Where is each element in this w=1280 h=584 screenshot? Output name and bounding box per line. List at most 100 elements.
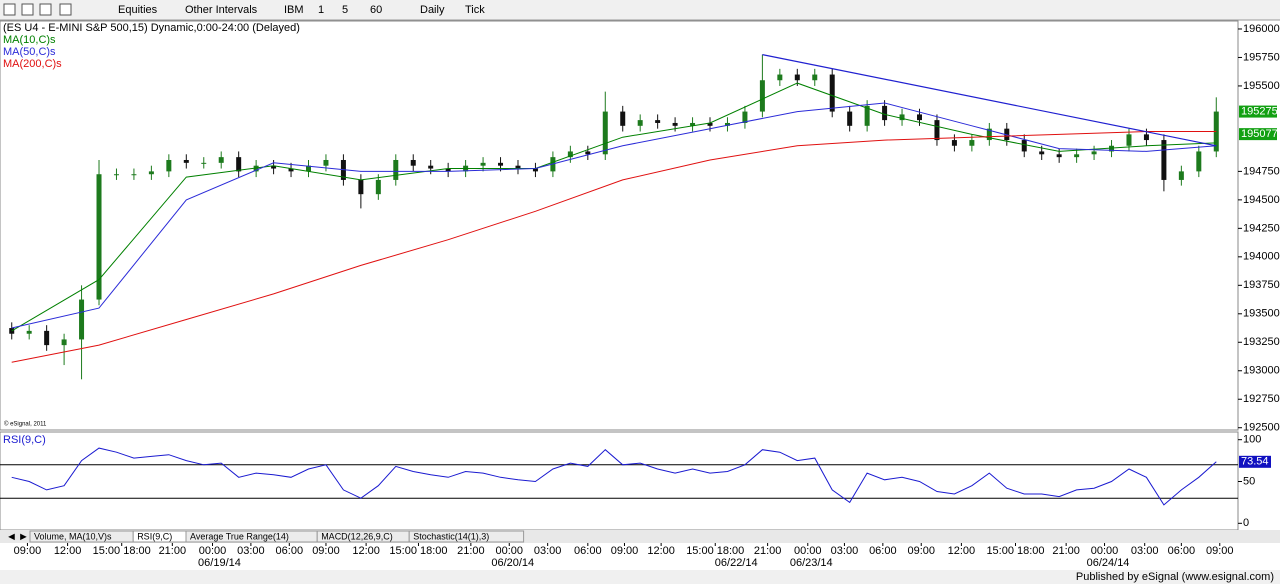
toolbar-item[interactable]: Daily [420, 4, 445, 16]
candle-body [1021, 140, 1027, 152]
y-tick-label: 194750 [1243, 165, 1280, 177]
candle-body [899, 114, 905, 121]
toolbar-item[interactable]: Tick [465, 4, 485, 16]
candle-body [532, 168, 538, 172]
date-label: 06/22/14 [715, 557, 758, 569]
copyright: © eSignal, 2011 [4, 421, 47, 428]
x-tick-label: 15:00 18:00 [686, 545, 744, 557]
moving-average [11, 131, 1217, 363]
price-tag-label: 195275 [1241, 105, 1278, 117]
candle-body [201, 162, 207, 164]
chart-title: (ES U4 - E-MINI S&P 500,15) Dynamic,0:00… [3, 22, 300, 34]
indicator-tab-label[interactable]: Volume, MA(10,V)s [34, 531, 112, 541]
rsi-line [11, 447, 1217, 506]
x-tick-label: 09:00 [14, 545, 42, 557]
x-tick-label: 15:00 18:00 [389, 545, 447, 557]
legend-entry: MA(10,C)s [3, 34, 56, 46]
legend-entry: MA(200,C)s [3, 58, 62, 70]
candle-body [306, 165, 311, 172]
candle-body [1074, 154, 1080, 158]
x-tick-label: 09:00 [312, 545, 340, 557]
candle-body [1178, 171, 1184, 180]
toolbar-item[interactable]: IBM [284, 4, 304, 16]
candle-body [323, 159, 329, 166]
y-tick-label: 192500 [1243, 422, 1280, 434]
candle-body [655, 120, 661, 123]
x-tick-label: 06:00 [276, 545, 304, 557]
candle-body [637, 120, 643, 126]
candle-body [358, 179, 364, 195]
toolbar-icon[interactable] [59, 3, 72, 16]
price-tag-label: 195077 [1241, 128, 1278, 140]
candle-body [672, 122, 678, 126]
candle-body [724, 122, 730, 126]
candle-body [812, 74, 818, 81]
x-tick-label: 15:00 18:00 [93, 545, 151, 557]
scroll-left[interactable]: ◄ [6, 531, 17, 543]
y-tick-label: 192750 [1243, 393, 1280, 405]
candle-body [236, 157, 242, 172]
candle-body [515, 165, 521, 169]
scroll-right[interactable]: ► [18, 531, 29, 543]
moving-average [11, 102, 1217, 329]
candle-body [1039, 151, 1045, 155]
candle-body [1143, 134, 1149, 141]
x-tick-label: 12:00 [54, 545, 82, 557]
x-tick-label: 21:00 [754, 545, 782, 557]
candle-body [847, 111, 853, 126]
y-tick-label: 193500 [1243, 308, 1280, 320]
y-tick-label: 194250 [1243, 222, 1280, 234]
candle-body [410, 159, 416, 166]
indicator-tab-label[interactable]: MACD(12,26,9,C) [321, 531, 393, 541]
price-panel [0, 20, 1239, 431]
y-tick-label: 196000 [1243, 23, 1280, 35]
candle-body [794, 74, 800, 81]
toolbar-item[interactable]: Equities [118, 4, 158, 16]
x-tick-label: 15:00 18:00 [986, 545, 1044, 557]
date-label: 06/19/14 [198, 557, 241, 569]
candle-body [986, 128, 992, 141]
x-tick-label: 12:00 [647, 545, 675, 557]
x-tick-label: 00:00 [199, 545, 227, 557]
candle-body [148, 171, 154, 175]
x-tick-label: 21:00 [159, 545, 187, 557]
y-tick-label: 194500 [1243, 194, 1280, 206]
x-tick-label: 00:00 [495, 545, 523, 557]
toolbar [0, 0, 1280, 20]
indicator-tab[interactable] [408, 530, 525, 543]
x-tick-label: 21:00 [457, 545, 485, 557]
candle-body [1004, 128, 1010, 141]
rsi-tag [1239, 455, 1271, 468]
y-tick-label: 50 [1243, 475, 1255, 487]
toolbar-item[interactable]: 60 [370, 4, 382, 16]
toolbar-icon[interactable] [3, 3, 16, 16]
candle-body [271, 165, 277, 169]
date-label: 06/20/14 [491, 557, 534, 569]
indicator-tab-label[interactable]: Average True Range(14) [190, 531, 289, 541]
y-tick-label: 195500 [1243, 80, 1280, 92]
y-tick-label: 193000 [1243, 365, 1280, 377]
candle-body [480, 162, 486, 166]
toolbar-icon[interactable] [21, 3, 34, 16]
candle-body [567, 151, 573, 158]
x-tick-label: 03:00 [237, 545, 265, 557]
candle-body [585, 151, 591, 155]
x-tick-label: 00:00 [794, 545, 822, 557]
candle-body [253, 165, 259, 172]
toolbar-icon[interactable] [39, 3, 52, 16]
y-tick-label: 194000 [1243, 251, 1280, 263]
x-tick-label: 03:00 [831, 545, 859, 557]
toolbar-item[interactable]: 5 [342, 4, 348, 16]
candle-body [113, 174, 119, 176]
price-tag [1239, 128, 1277, 141]
candle-body [829, 74, 835, 112]
x-tick-label: 03:00 [534, 545, 562, 557]
toolbar-item[interactable]: Other Intervals [185, 4, 258, 16]
moving-average [11, 82, 1217, 332]
indicator-tab-label[interactable]: RSI(9,C) [137, 531, 172, 541]
indicator-tab-label[interactable]: Stochastic(14(1),3) [413, 531, 489, 541]
candle-body [777, 74, 783, 81]
candle-body [602, 111, 608, 155]
toolbar-item[interactable]: 1 [318, 4, 324, 16]
candle-body [288, 168, 294, 172]
